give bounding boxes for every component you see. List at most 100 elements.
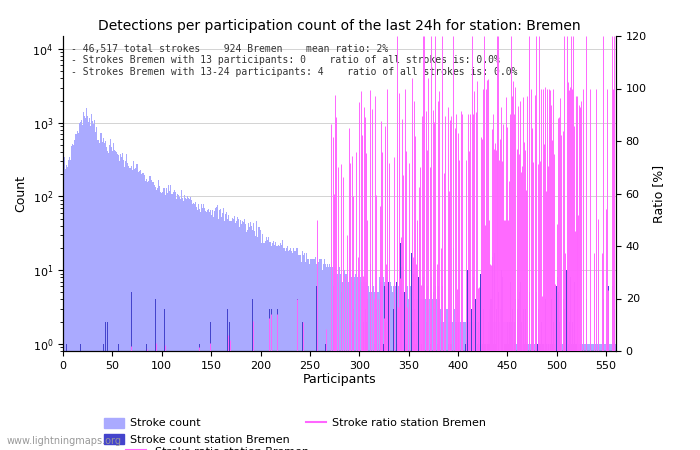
Bar: [352, 274, 353, 450]
Bar: [367, 277, 368, 450]
Bar: [66, 165, 67, 450]
Bar: [259, 226, 260, 450]
Bar: [531, 344, 533, 450]
Bar: [333, 287, 334, 450]
Bar: [571, 344, 572, 450]
Bar: [285, 251, 286, 450]
Bar: [596, 344, 598, 450]
X-axis label: Participants: Participants: [302, 374, 377, 387]
Bar: [459, 322, 461, 450]
Legend: Stroke ratio station Bremen: Stroke ratio station Bremen: [122, 441, 314, 450]
Bar: [437, 344, 438, 450]
Bar: [478, 344, 480, 450]
Bar: [523, 344, 524, 450]
Bar: [310, 259, 312, 450]
Bar: [444, 309, 446, 450]
Bar: [605, 344, 606, 450]
Bar: [501, 322, 502, 450]
Bar: [588, 344, 589, 450]
Bar: [273, 241, 274, 450]
Y-axis label: Ratio [%]: Ratio [%]: [652, 164, 666, 223]
Bar: [554, 344, 555, 450]
Bar: [543, 344, 545, 450]
Bar: [377, 292, 379, 450]
Bar: [355, 274, 356, 450]
Bar: [439, 299, 440, 450]
Bar: [131, 292, 132, 450]
Bar: [126, 154, 127, 450]
Bar: [526, 344, 528, 450]
Bar: [553, 344, 554, 450]
Bar: [168, 185, 169, 450]
Bar: [496, 322, 497, 450]
Bar: [485, 344, 486, 450]
Bar: [214, 211, 215, 450]
Bar: [414, 309, 415, 450]
Bar: [473, 322, 475, 450]
Bar: [341, 292, 342, 450]
Bar: [610, 344, 612, 450]
Bar: [468, 322, 470, 450]
Bar: [451, 322, 452, 450]
Bar: [396, 282, 398, 450]
Bar: [426, 299, 427, 450]
Bar: [196, 207, 197, 450]
Bar: [468, 344, 470, 450]
Bar: [612, 344, 613, 450]
Bar: [454, 322, 456, 450]
Bar: [498, 322, 499, 450]
Bar: [114, 150, 115, 450]
Bar: [395, 287, 396, 450]
Bar: [108, 153, 109, 450]
Bar: [370, 292, 372, 450]
Bar: [181, 190, 182, 450]
Bar: [284, 248, 285, 450]
Bar: [71, 146, 72, 450]
Bar: [569, 344, 570, 450]
Bar: [166, 188, 167, 450]
Bar: [413, 274, 414, 450]
Bar: [119, 161, 120, 450]
Bar: [487, 344, 488, 450]
Bar: [326, 267, 327, 450]
Bar: [522, 344, 523, 450]
Bar: [471, 309, 472, 450]
Bar: [441, 322, 442, 450]
Bar: [439, 309, 440, 450]
Bar: [583, 344, 584, 450]
Bar: [364, 277, 365, 450]
Bar: [288, 250, 290, 450]
Bar: [261, 243, 262, 450]
Bar: [109, 145, 110, 450]
Bar: [215, 208, 216, 450]
Bar: [163, 188, 164, 450]
Bar: [309, 264, 310, 450]
Bar: [555, 344, 556, 450]
Bar: [489, 344, 490, 450]
Bar: [510, 282, 511, 450]
Bar: [154, 185, 155, 450]
Bar: [512, 309, 513, 450]
Bar: [148, 181, 149, 450]
Bar: [538, 344, 540, 450]
Bar: [438, 287, 439, 450]
Bar: [69, 157, 71, 450]
Bar: [606, 344, 607, 450]
Bar: [514, 344, 516, 450]
Bar: [305, 262, 307, 450]
Bar: [228, 215, 230, 450]
Bar: [160, 192, 161, 450]
Bar: [337, 274, 338, 450]
Bar: [427, 287, 428, 450]
Bar: [435, 287, 436, 450]
Bar: [399, 282, 400, 450]
Bar: [194, 204, 195, 450]
Bar: [176, 199, 177, 450]
Bar: [600, 344, 601, 450]
Bar: [585, 344, 586, 450]
Bar: [602, 344, 603, 450]
Bar: [129, 168, 130, 450]
Bar: [430, 277, 432, 450]
Bar: [398, 287, 399, 450]
Bar: [453, 248, 454, 450]
